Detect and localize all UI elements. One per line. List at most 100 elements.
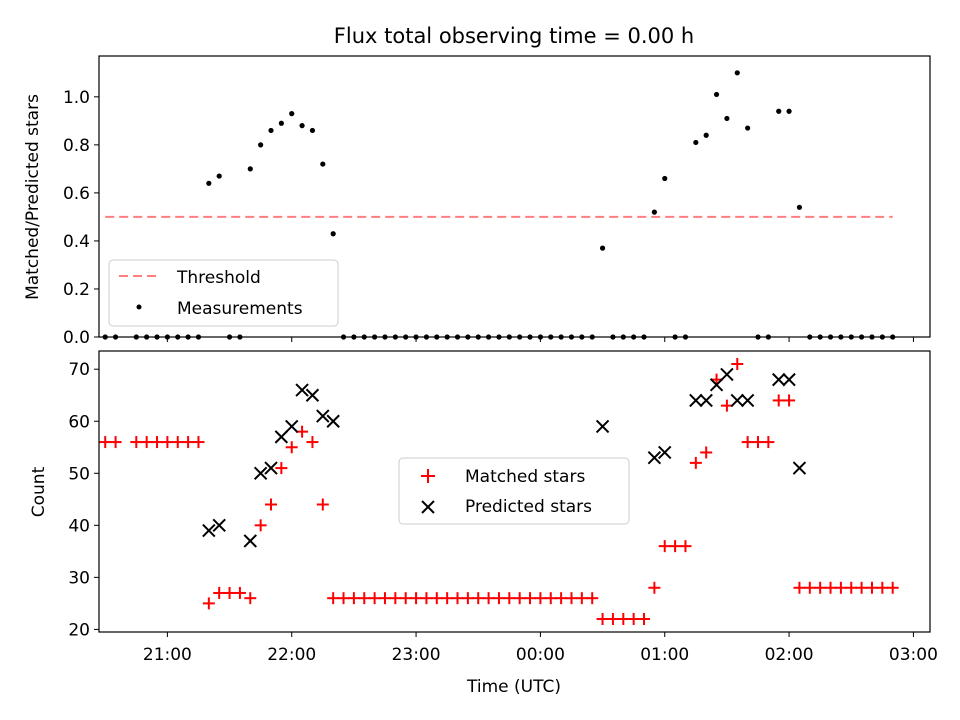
x-tick-label: 21:00 — [143, 645, 192, 665]
matched-star-point — [772, 394, 785, 407]
predicted-marker-b — [202, 523, 216, 538]
bottom-y-axis-ticks: 20 30 40 50 60 70 — [68, 360, 99, 640]
bottom-legend-box — [398, 457, 630, 525]
matched-star-point — [441, 592, 454, 605]
measurement-point — [713, 91, 720, 98]
predicted-marker-b — [792, 461, 807, 475]
predicted-star-point — [595, 419, 610, 434]
predicted-marker-b — [720, 367, 734, 382]
legend-measurements-label: Measurements — [177, 299, 303, 319]
bottom-panel: Count 21:00 22:00 23:00 00:00 01:00 02:00 03:0… — [29, 350, 938, 697]
measurement-point — [651, 209, 657, 215]
top-y-tick-label: 1.0 — [63, 88, 90, 108]
matched-star-point — [482, 592, 495, 605]
matched-star-point — [182, 436, 195, 449]
top-axes-frame — [98, 55, 931, 338]
matched-star-point — [534, 592, 547, 605]
legend-predicted-swatch — [421, 500, 435, 514]
predicted-star-point — [295, 383, 309, 397]
matched-star-point — [575, 592, 588, 605]
matched-star-point — [865, 581, 878, 594]
matched-star-point — [244, 592, 257, 605]
predicted-marker-b — [243, 534, 257, 548]
predicted-marker-b — [740, 393, 755, 408]
bottom-y-tick-label: 40 — [68, 516, 90, 536]
top-y-tick-label: 0.8 — [63, 136, 90, 156]
x-tick-label: 00:00 — [516, 645, 565, 665]
x-tick-label: 01:00 — [640, 645, 689, 665]
x-tick-label: 03:00 — [889, 645, 938, 665]
predicted-marker-b — [709, 378, 724, 392]
predicted-marker-b — [782, 372, 796, 387]
matched-star-point — [876, 581, 889, 594]
measurement-point — [299, 123, 305, 129]
predicted-marker-b — [699, 393, 713, 408]
matched-star-point — [855, 581, 868, 594]
matched-star-point — [492, 592, 505, 605]
bottom-y-tick-label: 30 — [68, 568, 90, 588]
x-tick-label: 02:00 — [765, 645, 814, 665]
measurement-point — [247, 166, 253, 172]
predicted-marker-b — [772, 372, 786, 387]
matched-star-point — [430, 592, 443, 605]
measurement-point — [258, 142, 264, 148]
predicted-marker-b — [274, 430, 289, 444]
measurement-point — [703, 132, 709, 138]
predicted-marker-b — [689, 393, 703, 408]
predicted-star-point — [699, 393, 713, 408]
measurement-point — [724, 115, 730, 122]
matched-star-point — [233, 586, 246, 599]
measurement-point — [289, 111, 295, 117]
matched-star-point — [368, 592, 381, 605]
matched-star-point — [347, 592, 360, 605]
matched-star-point — [669, 540, 682, 553]
matched-star-point — [513, 592, 526, 605]
matched-star-point — [130, 436, 143, 449]
matched-star-point — [824, 581, 837, 594]
matched-star-point — [192, 436, 205, 449]
bottom-y-tick-label: 20 — [68, 620, 90, 640]
matched-star-point — [524, 592, 537, 605]
legend-matched-swatch — [421, 469, 435, 483]
predicted-star-point — [740, 393, 755, 408]
matched-star-point — [845, 581, 858, 594]
predicted-star-point — [709, 378, 724, 392]
predicted-star-point — [326, 414, 340, 428]
matched-star-point — [834, 581, 847, 594]
predicted-marker-b — [253, 466, 268, 480]
chart-title: Flux total observing time = 0.00 h — [334, 24, 694, 48]
matched-star-point — [161, 436, 174, 449]
matched-star-point — [648, 581, 661, 594]
measurement-point — [693, 139, 699, 146]
predicted-star-point — [202, 523, 216, 538]
predicted-marker-b — [295, 383, 309, 397]
matched-star-point — [399, 592, 412, 605]
matched-star-point — [544, 592, 557, 605]
matched-star-point — [109, 436, 122, 449]
matched-star-point — [555, 592, 568, 605]
matched-star-point — [275, 462, 288, 475]
top-y-axis-ticks: 0.0 0.2 0.4 0.6 0.8 1.0 — [63, 88, 99, 348]
measurement-point — [776, 108, 782, 114]
measurement-point — [786, 108, 792, 114]
predicted-star-point — [253, 466, 268, 480]
matched-star-point — [503, 592, 516, 605]
matched-star-point — [461, 592, 474, 605]
measurement-point — [745, 125, 751, 131]
matched-star-point — [378, 592, 391, 605]
matched-star-point — [171, 436, 184, 449]
matched-star-point — [410, 592, 423, 605]
predicted-marker-b — [316, 409, 330, 423]
matched-star-point — [700, 446, 713, 459]
predicted-marker-b — [658, 445, 672, 460]
matched-star-point — [689, 456, 702, 469]
measurement-point — [599, 245, 606, 251]
x-tick-label: 23:00 — [392, 645, 441, 665]
predicted-star-point — [243, 534, 257, 548]
bottom-legend: Matched stars Predicted stars — [398, 457, 630, 525]
matched-star-point — [316, 498, 329, 511]
matched-star-point — [793, 581, 806, 594]
bottom-y-tick-label: 70 — [68, 360, 90, 380]
legend-predicted-label: Predicted stars — [465, 497, 592, 517]
